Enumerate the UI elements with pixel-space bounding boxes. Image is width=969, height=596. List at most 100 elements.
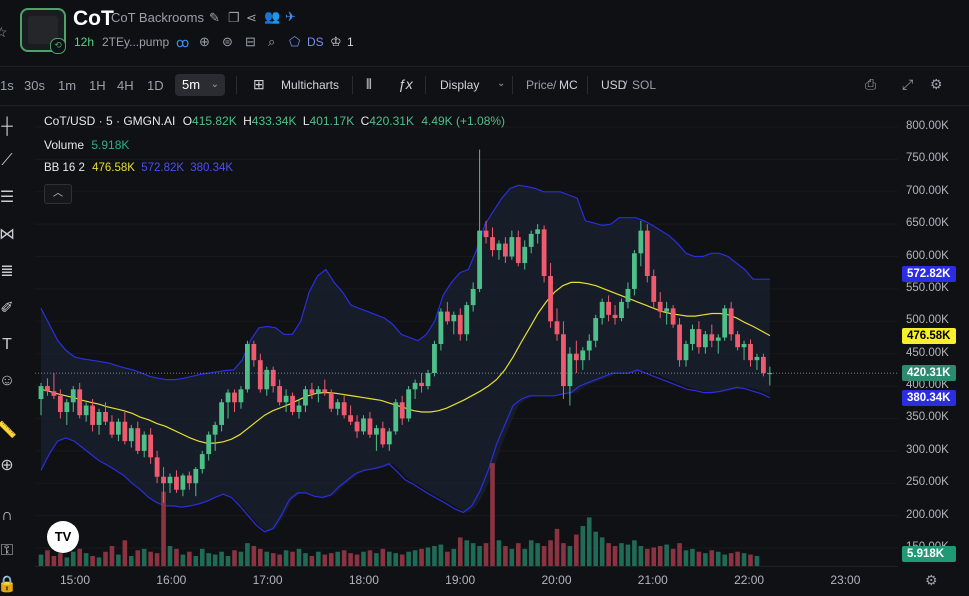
candle-body — [64, 402, 70, 412]
volume-bar — [367, 550, 373, 566]
collapse-legend-button[interactable]: ︿ — [44, 184, 72, 204]
timeframe-1d[interactable]: 1D — [147, 78, 164, 93]
candle-body — [477, 230, 482, 289]
crosshair-icon[interactable]: ┼ — [1, 118, 13, 135]
candle-body — [309, 389, 315, 394]
settings-icon[interactable]: ⚙ — [930, 76, 943, 92]
volume-bar — [483, 543, 489, 566]
price-axis[interactable]: 800.00K 750.00K 700.00K 650.00K 600.00K 550.0… — [898, 105, 969, 566]
timeframe-1s[interactable]: 1s — [0, 78, 14, 93]
divider — [236, 76, 237, 94]
candle-body — [206, 434, 212, 455]
magnet-icon[interactable]: ∩ — [1, 507, 13, 524]
tradingview-logo[interactable]: TV — [47, 521, 79, 553]
candle-body — [264, 369, 270, 390]
chat-icon[interactable]: ⊟ — [245, 34, 256, 49]
brush-icon[interactable]: ✐ — [0, 300, 14, 317]
star-icon[interactable]: ☆ — [0, 24, 8, 40]
website-icon[interactable]: ⊕ — [199, 34, 210, 49]
token-logo[interactable]: ⟲ — [20, 8, 66, 54]
ruler-icon[interactable]: 📏 — [0, 422, 17, 439]
volume-bar — [561, 543, 566, 566]
candle-body — [109, 421, 115, 435]
volume-bar — [174, 548, 179, 566]
camera-icon[interactable]: ⎙ — [865, 76, 877, 92]
sol-toggle[interactable]: SOL — [632, 78, 657, 92]
candle-body — [354, 421, 360, 432]
search-icon[interactable]: ⌕ — [268, 34, 276, 49]
volume-bar — [77, 548, 82, 566]
display-button[interactable]: Display — [440, 78, 480, 92]
dexscreener-icon[interactable]: ⬠ — [289, 34, 301, 49]
volume-bar — [161, 491, 166, 566]
timeframe-1m[interactable]: 1m — [58, 78, 77, 93]
crown-icon[interactable]: ♔ — [330, 34, 342, 49]
share-icon[interactable]: ⋖ — [246, 10, 257, 25]
mc-toggle[interactable]: MC — [559, 78, 578, 92]
timeframe-1h[interactable]: 1H — [89, 78, 106, 93]
horizontal-lines-icon[interactable]: ☰ — [0, 189, 15, 206]
slash-separator: / — [553, 78, 557, 92]
community-icon[interactable]: 👥 — [264, 9, 281, 24]
volume-bar — [219, 551, 224, 566]
time-axis[interactable]: 15:00 16:00 17:00 18:00 19:00 20:00 21:00 22:00… — [35, 566, 898, 595]
add-chart-icon[interactable]: ⊞ — [253, 76, 265, 92]
price-chart[interactable] — [35, 105, 898, 566]
candle-body — [399, 402, 405, 419]
candle-type-icon[interactable]: ⫴ — [366, 76, 372, 92]
dexscreener-label[interactable]: DS — [307, 35, 324, 49]
volume-bar — [709, 550, 715, 566]
volume-bar — [438, 544, 444, 566]
emoji-icon[interactable]: ☺ — [0, 372, 16, 389]
volume-bar — [625, 544, 631, 566]
candle-body — [535, 229, 541, 234]
candle-body — [193, 468, 199, 484]
candle-body — [599, 301, 605, 319]
volume-bar — [341, 550, 347, 566]
candle-body — [186, 475, 192, 484]
trend-line-icon[interactable]: ⟋ — [1, 152, 13, 169]
candle-body — [690, 329, 695, 344]
candle-body — [296, 405, 302, 412]
volume-bar — [696, 551, 702, 566]
divider — [512, 76, 513, 94]
edit-icon[interactable]: ✎ — [209, 10, 220, 25]
lock-drawing-icon[interactable]: ⚿ — [0, 542, 14, 559]
candle-body — [464, 305, 470, 335]
text-icon[interactable]: T — [2, 336, 12, 353]
fullscreen-icon[interactable]: ⤢ — [902, 76, 914, 92]
axis-settings-icon[interactable]: ⚙ — [925, 572, 938, 588]
token-address[interactable]: 2TEy...pump — [102, 35, 170, 49]
copy-icon[interactable]: ❐ — [228, 10, 240, 25]
fib-icon[interactable]: ≣ — [0, 263, 14, 280]
price-toggle[interactable]: Price — [526, 78, 554, 92]
low-value: 401.17K — [309, 114, 355, 128]
volume-bar — [45, 550, 50, 566]
volume-bar — [580, 526, 586, 566]
indicators-icon[interactable]: ƒx — [398, 76, 413, 92]
telegram-icon[interactable]: ✈ — [285, 9, 296, 24]
timeframe-4h[interactable]: 4H — [117, 78, 134, 93]
candle-body — [509, 237, 515, 257]
candle-body — [180, 475, 186, 490]
multicharts-button[interactable]: Multicharts — [281, 78, 340, 92]
volume-bar — [490, 463, 495, 566]
lock-icon[interactable]: 🔒 — [0, 576, 17, 593]
bb-label: BB 16 2 — [44, 162, 85, 174]
candle-body — [290, 395, 295, 412]
zoom-icon[interactable]: ⊕ — [0, 457, 14, 474]
twitter-icon[interactable]: ⊜ — [222, 34, 233, 49]
edit-logo-icon[interactable]: ⟲ — [50, 38, 66, 54]
timeframe-30s[interactable]: 30s — [24, 78, 45, 93]
candle-body — [38, 386, 44, 400]
candle-body — [573, 353, 579, 361]
candle-body — [735, 334, 740, 348]
usd-toggle[interactable]: USD — [601, 78, 627, 92]
holders-icon[interactable]: ꝏ — [176, 35, 190, 50]
volume-bar — [264, 551, 270, 566]
candle-body — [625, 288, 631, 302]
timeframe-5m[interactable]: 5m ⌄ — [175, 74, 225, 96]
candle-body — [116, 421, 121, 435]
candle-body — [380, 428, 386, 445]
pattern-icon[interactable]: ⋈ — [0, 226, 15, 243]
